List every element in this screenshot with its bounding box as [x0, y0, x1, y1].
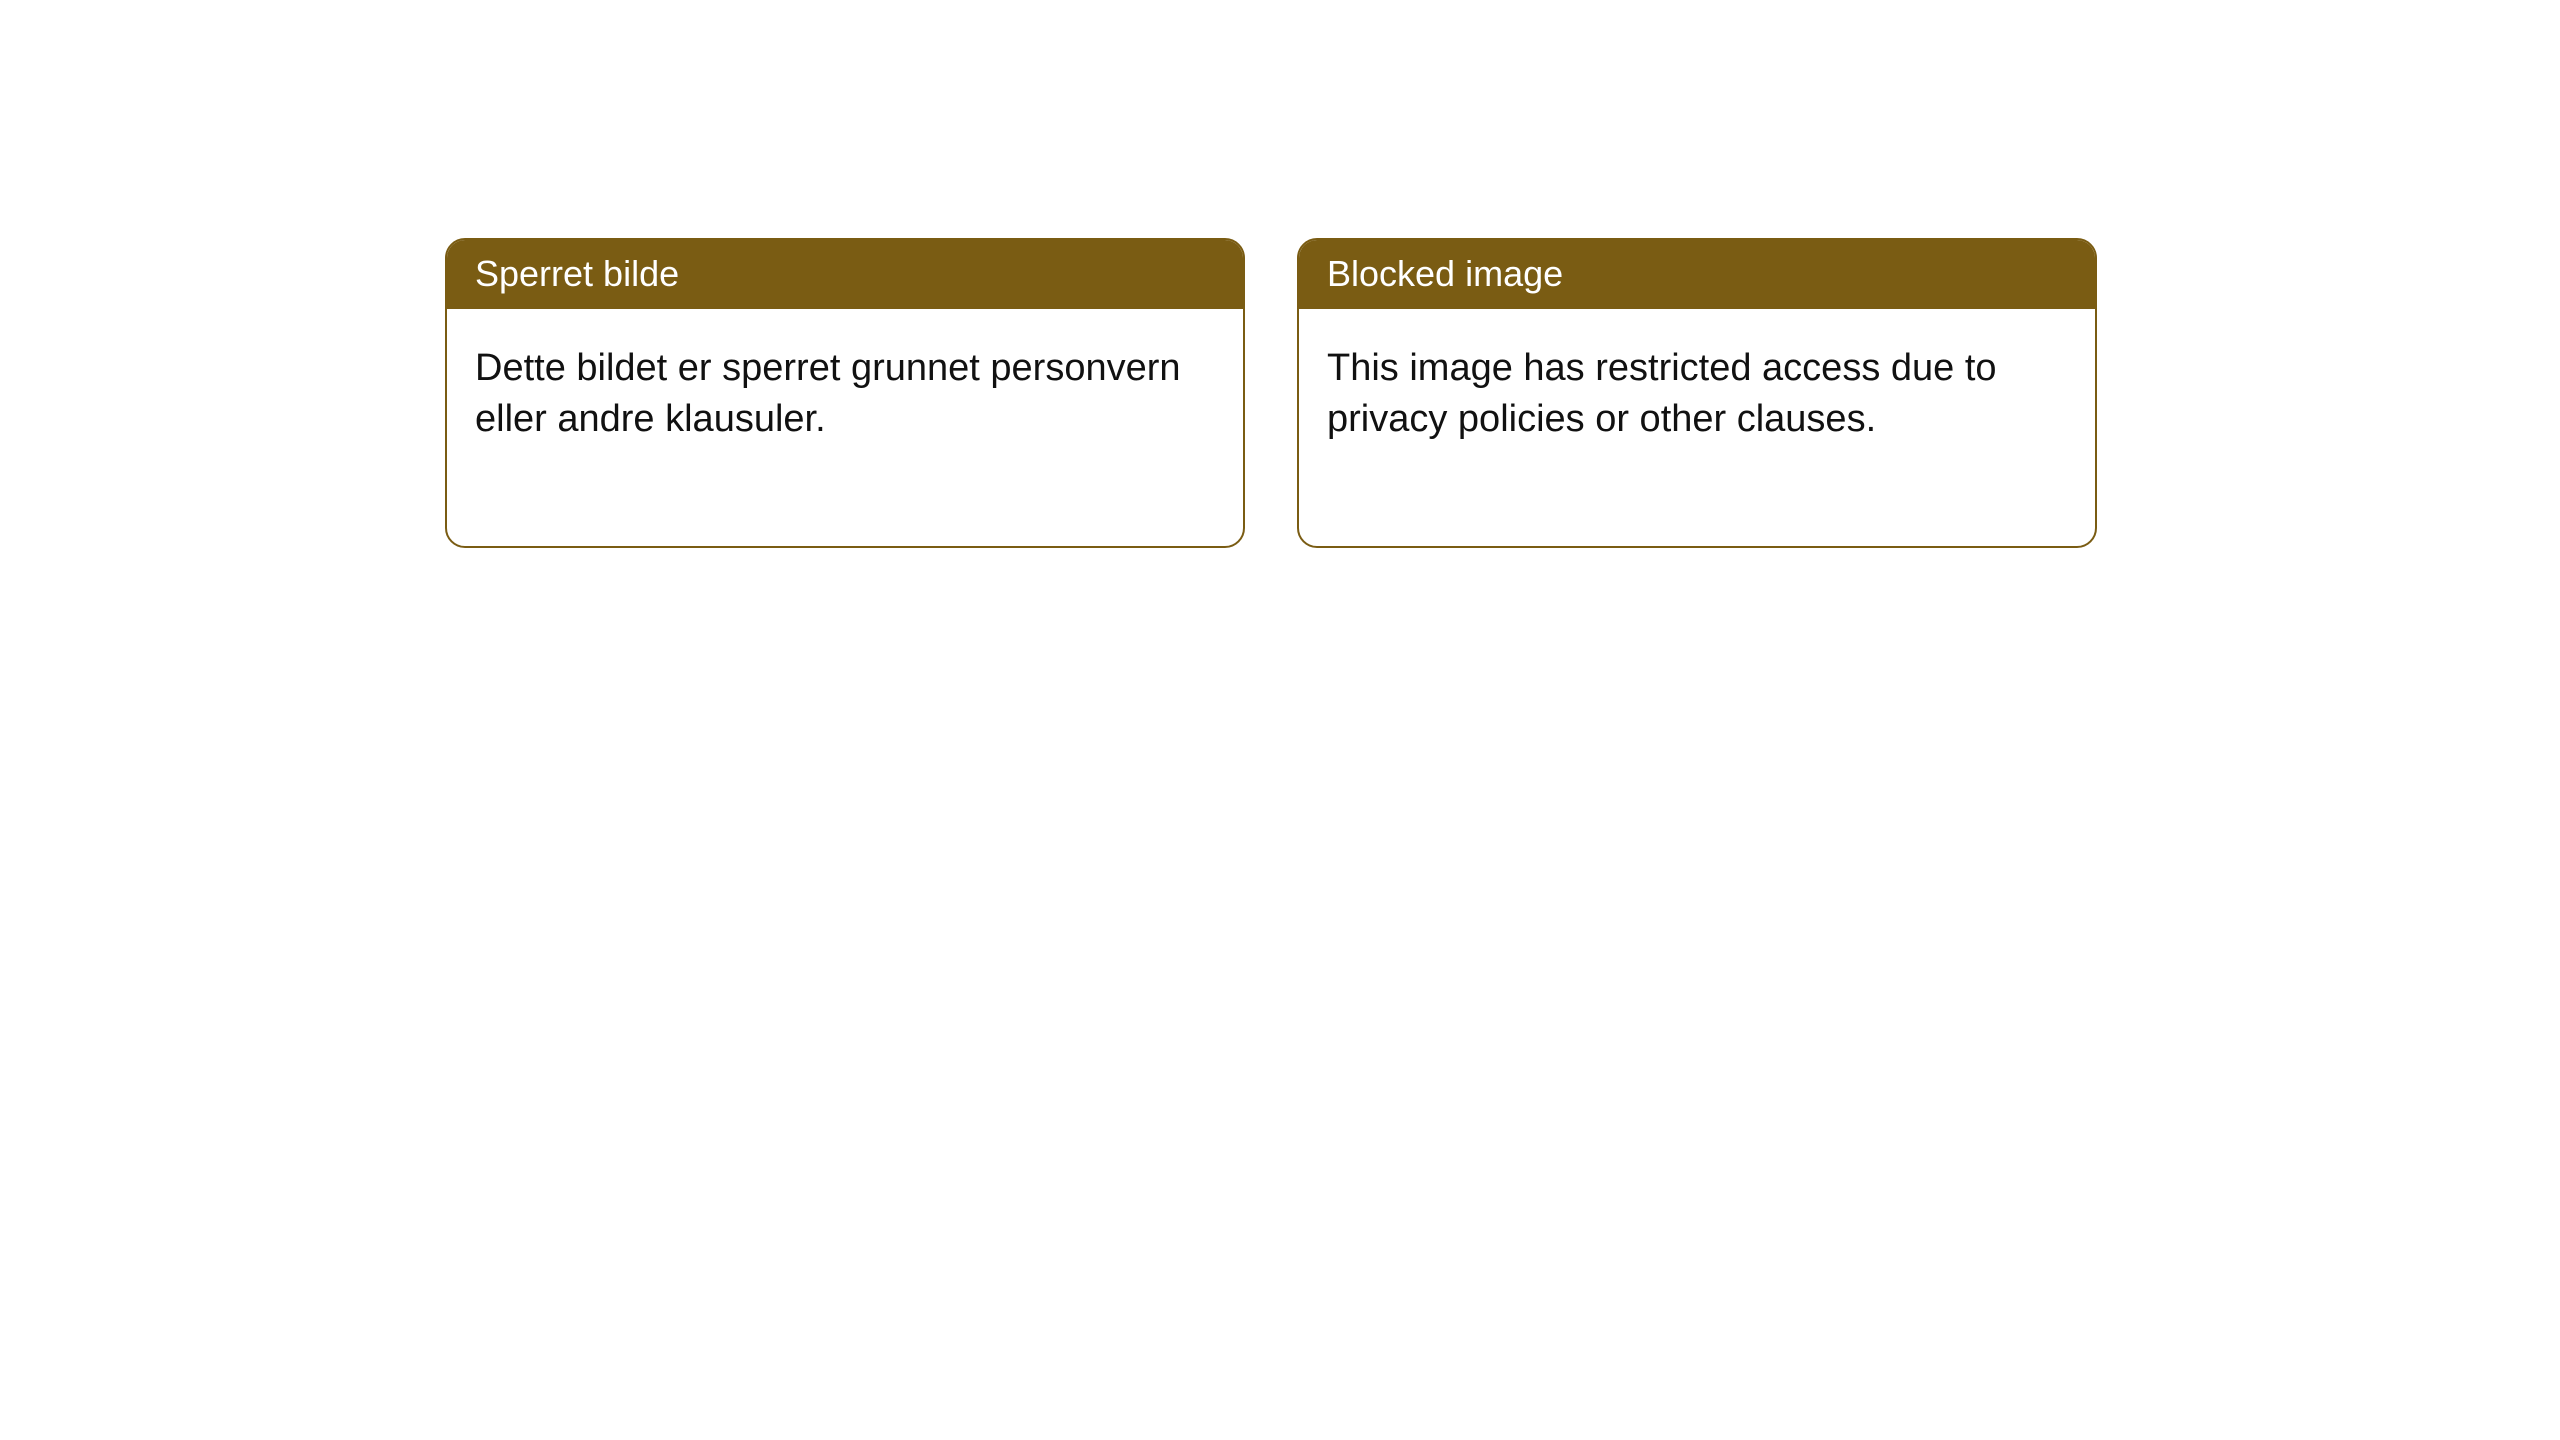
card-body-text: This image has restricted access due to …: [1327, 347, 1997, 440]
card-title: Blocked image: [1327, 253, 1563, 294]
blocked-image-card-no: Sperret bilde Dette bildet er sperret gr…: [445, 238, 1245, 548]
card-header: Sperret bilde: [447, 240, 1243, 309]
card-body-text: Dette bildet er sperret grunnet personve…: [475, 347, 1181, 440]
card-title: Sperret bilde: [475, 253, 679, 294]
blocked-image-card-en: Blocked image This image has restricted …: [1297, 238, 2097, 548]
notice-cards-container: Sperret bilde Dette bildet er sperret gr…: [445, 238, 2097, 548]
card-body: Dette bildet er sperret grunnet personve…: [447, 309, 1243, 546]
card-header: Blocked image: [1299, 240, 2095, 309]
card-body: This image has restricted access due to …: [1299, 309, 2095, 546]
